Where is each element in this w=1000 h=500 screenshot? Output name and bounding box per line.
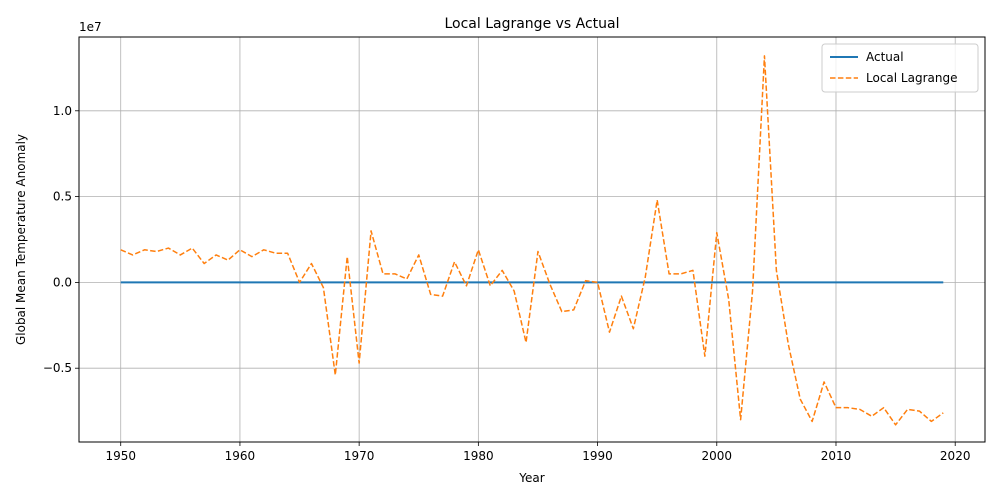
y-offset-text: 1e7 [79, 20, 102, 34]
y-tick-label-0: −0.5 [43, 361, 72, 375]
y-axis: −0.5 0.0 0.5 1.0 [43, 104, 79, 375]
legend: Actual Local Lagrange [821, 43, 979, 93]
plot-frame [78, 36, 986, 443]
legend-entry-local-lagrange: Local Lagrange [866, 71, 957, 85]
series-line-1 [120, 55, 944, 426]
x-axis: 1950 1960 1970 1980 1990 2000 2010 2020 [105, 442, 970, 463]
legend-box [821, 43, 979, 93]
x-tick-label-3: 1980 [463, 449, 494, 463]
chart-title: Local Lagrange vs Actual [444, 16, 619, 32]
x-tick-label-0: 1950 [105, 449, 136, 463]
y-axis-label: Global Mean Temperature Anomaly [14, 134, 28, 345]
series-layer [120, 55, 944, 426]
x-tick-label-1: 1960 [225, 449, 256, 463]
x-axis-label: Year [518, 471, 544, 485]
y-tick-label-2: 0.5 [53, 190, 72, 204]
y-tick-label-3: 1.0 [53, 104, 72, 118]
legend-entry-actual: Actual [866, 50, 904, 64]
x-tick-label-5: 2000 [702, 449, 733, 463]
y-tick-label-1: 0.0 [53, 275, 72, 289]
x-tick-label-2: 1970 [344, 449, 375, 463]
x-tick-label-7: 2020 [940, 449, 971, 463]
x-tick-label-6: 2010 [821, 449, 852, 463]
x-tick-label-4: 1990 [582, 449, 613, 463]
